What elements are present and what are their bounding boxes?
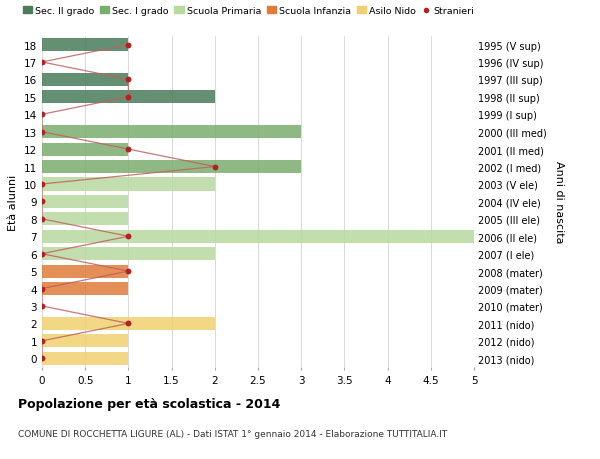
Point	[37, 216, 47, 223]
Point	[37, 285, 47, 292]
Point	[124, 233, 133, 241]
Point	[37, 129, 47, 136]
Bar	[42, 265, 128, 278]
Bar	[42, 143, 128, 157]
Text: Popolazione per età scolastica - 2014: Popolazione per età scolastica - 2014	[18, 397, 280, 410]
Bar	[42, 178, 215, 191]
Text: COMUNE DI ROCCHETTA LIGURE (AL) - Dati ISTAT 1° gennaio 2014 - Elaborazione TUTT: COMUNE DI ROCCHETTA LIGURE (AL) - Dati I…	[18, 429, 447, 438]
Point	[37, 198, 47, 206]
Bar	[42, 126, 301, 139]
Point	[124, 77, 133, 84]
Point	[124, 320, 133, 327]
Bar	[42, 213, 128, 226]
Point	[37, 355, 47, 362]
Point	[210, 163, 220, 171]
Point	[124, 94, 133, 101]
Bar	[42, 247, 215, 261]
Legend: Sec. II grado, Sec. I grado, Scuola Primaria, Scuola Infanzia, Asilo Nido, Stran: Sec. II grado, Sec. I grado, Scuola Prim…	[23, 7, 475, 16]
Point	[124, 42, 133, 49]
Bar	[42, 352, 128, 365]
Point	[37, 302, 47, 310]
Bar	[42, 91, 215, 104]
Y-axis label: Età alunni: Età alunni	[8, 174, 19, 230]
Point	[37, 181, 47, 188]
Bar	[42, 335, 128, 347]
Point	[37, 112, 47, 119]
Bar	[42, 161, 301, 174]
Point	[37, 59, 47, 67]
Bar	[42, 282, 128, 296]
Bar	[42, 317, 215, 330]
Bar	[42, 39, 128, 52]
Bar	[42, 230, 474, 243]
Y-axis label: Anni di nascita: Anni di nascita	[554, 161, 563, 243]
Point	[37, 251, 47, 258]
Point	[37, 337, 47, 345]
Point	[124, 268, 133, 275]
Bar	[42, 74, 128, 87]
Point	[124, 146, 133, 153]
Bar	[42, 196, 128, 208]
